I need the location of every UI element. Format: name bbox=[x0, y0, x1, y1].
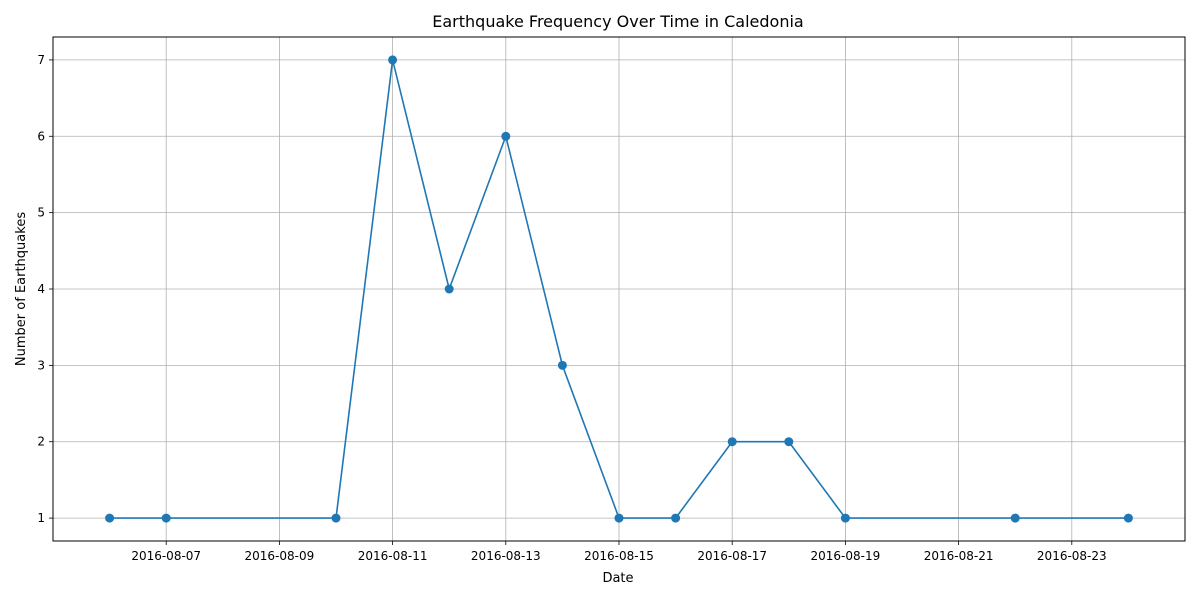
x-tick-label: 2016-08-19 bbox=[811, 549, 881, 563]
x-tick-label: 2016-08-09 bbox=[245, 549, 315, 563]
chart-title: Earthquake Frequency Over Time in Caledo… bbox=[432, 12, 803, 31]
y-tick-label: 3 bbox=[37, 358, 45, 372]
data-point bbox=[671, 513, 681, 523]
y-axis-ticks: 1 2 3 4 5 6 7 bbox=[37, 53, 53, 525]
x-tick-label: 2016-08-11 bbox=[358, 549, 428, 563]
x-axis-label: Date bbox=[602, 571, 633, 586]
data-point bbox=[727, 437, 737, 447]
y-tick-label: 2 bbox=[37, 435, 45, 449]
series-layer bbox=[105, 55, 1133, 523]
x-tick-label: 2016-08-21 bbox=[924, 549, 994, 563]
x-tick-label: 2016-08-15 bbox=[584, 549, 654, 563]
x-tick-label: 2016-08-23 bbox=[1037, 549, 1107, 563]
y-tick-label: 4 bbox=[37, 282, 45, 296]
data-point bbox=[1123, 513, 1133, 523]
y-axis-label: Number of Earthquakes bbox=[14, 212, 29, 366]
x-tick-label: 2016-08-13 bbox=[471, 549, 541, 563]
y-tick-label: 6 bbox=[37, 129, 45, 143]
series-line bbox=[109, 59, 1129, 519]
data-point bbox=[614, 513, 624, 523]
data-point bbox=[1010, 513, 1020, 523]
data-point bbox=[557, 360, 567, 370]
y-tick-label: 1 bbox=[37, 511, 45, 525]
data-point bbox=[331, 513, 341, 523]
data-point bbox=[388, 55, 398, 65]
data-point bbox=[501, 131, 511, 141]
x-tick-label: 2016-08-07 bbox=[131, 549, 201, 563]
data-point bbox=[784, 437, 794, 447]
data-point bbox=[444, 284, 454, 294]
y-tick-label: 5 bbox=[37, 206, 45, 220]
data-point bbox=[161, 513, 171, 523]
data-point bbox=[105, 513, 115, 523]
y-tick-label: 7 bbox=[37, 53, 45, 67]
x-axis-ticks: 2016-08-07 2016-08-09 2016-08-11 2016-08-13… bbox=[131, 541, 1107, 563]
x-tick-label: 2016-08-17 bbox=[697, 549, 767, 563]
data-point bbox=[840, 513, 850, 523]
